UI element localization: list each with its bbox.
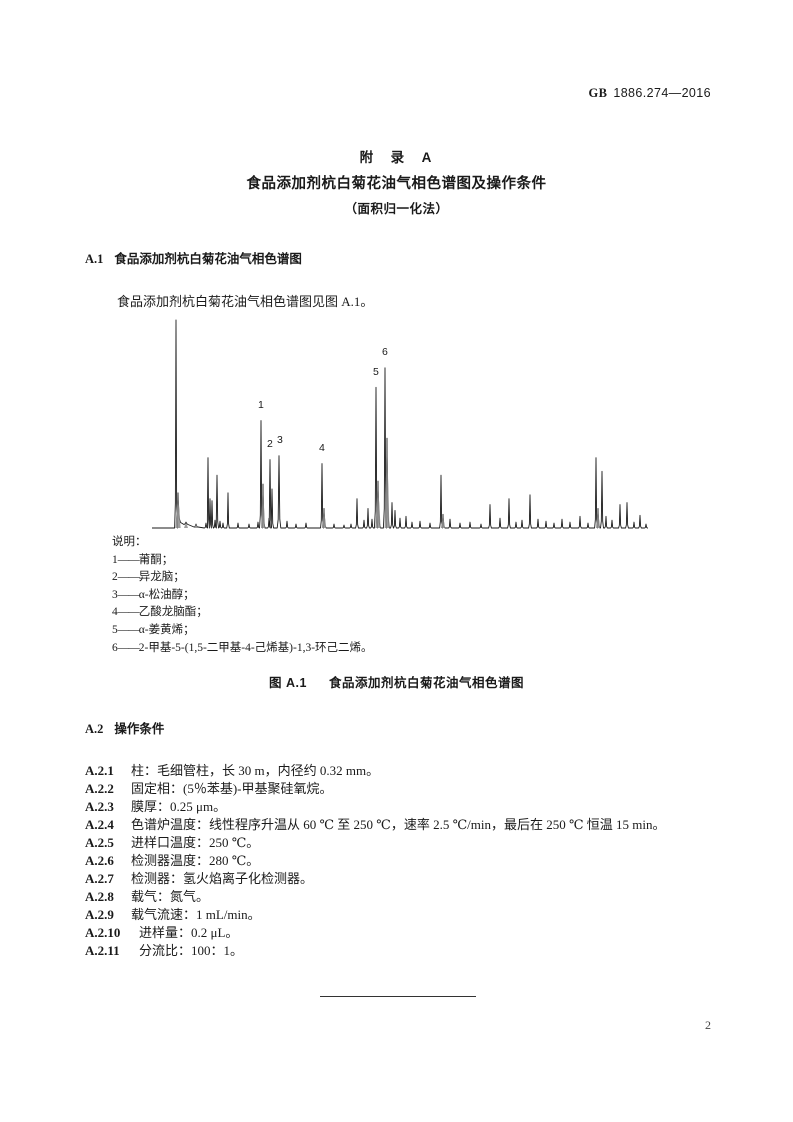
item-text: 膜厚：0.25 μm。 xyxy=(131,799,227,814)
annex-subtitle: 食品添加剂杭白菊花油气相色谱图及操作条件 xyxy=(246,176,547,192)
operating-condition-item: A.2.2 固定相：(5％苯基)-甲基聚硅氧烷。 xyxy=(85,778,333,797)
item-text: 色谱炉温度：线性程序升温从 60 ℃ 至 250 ℃，速率 2.5 ℃/min，… xyxy=(131,817,666,832)
item-index: A.2.4 xyxy=(85,817,114,832)
section-a1-paragraph: 食品添加剂杭白菊花油气相色谱图见图 A.1。 xyxy=(117,294,374,309)
figure-caption-text: 食品添加剂杭白菊花油气相色谱图 xyxy=(328,676,524,690)
legend-item: 1——莆酮； xyxy=(112,552,373,570)
legend-item-text: 异龙脑； xyxy=(138,571,185,584)
operating-condition-item: A.2.7 检测器：氢火焰离子化检测器。 xyxy=(85,868,313,887)
section-index-a2: A.2 xyxy=(85,722,104,736)
item-text: 分流比：100：1。 xyxy=(139,943,244,958)
item-text: 固定相：(5％苯基)-甲基聚硅氧烷。 xyxy=(131,781,333,796)
operating-condition-item: A.2.10 进样量：0.2 μL。 xyxy=(85,922,238,941)
standard-prefix: GB xyxy=(588,86,608,100)
figure-caption: 图 A.1 食品添加剂杭白菊花油气相色谱图 xyxy=(0,672,793,691)
legend-item-number: 2 xyxy=(112,571,118,584)
legend-title: 说明： xyxy=(112,536,147,548)
item-text: 柱：毛细管柱，长 30 m，内径约 0.32 mm。 xyxy=(131,763,380,778)
item-text: 载气流速：1 mL/min。 xyxy=(131,907,261,922)
chromatogram-trace xyxy=(152,319,648,529)
figure-legend: 说明： 1——莆酮； 2——异龙脑； 3——α-松油醇； 4——乙酸龙脑酯； 5… xyxy=(112,534,373,657)
peak-label-1: 1 xyxy=(258,398,264,411)
section-title-a1: 食品添加剂杭白菊花油气相色谱图 xyxy=(114,252,302,266)
legend-item-text: 莆酮； xyxy=(138,553,174,566)
legend-item: 4——乙酸龙脑酯； xyxy=(112,604,373,622)
section-index-a1: A.1 xyxy=(85,252,104,266)
annex-title: 附 录 A xyxy=(359,150,434,165)
figure-caption-index: 图 A.1 xyxy=(269,676,307,690)
item-index: A.2.6 xyxy=(85,853,114,868)
legend-item-text: α-姜黄烯； xyxy=(138,623,195,636)
legend-item-number: 5 xyxy=(112,623,118,636)
item-text: 进样量：0.2 μL。 xyxy=(139,925,239,940)
peak-label-6: 6 xyxy=(382,346,388,358)
chromatogram-plot xyxy=(152,319,648,529)
legend-item-number: 6 xyxy=(112,641,118,654)
peak-label-3: 3 xyxy=(277,433,283,446)
operating-condition-item: A.2.4 色谱炉温度：线性程序升温从 60 ℃ 至 250 ℃，速率 2.5 ℃… xyxy=(85,814,665,833)
peak-label-5: 5 xyxy=(373,365,379,378)
annex-subtitle-method: （面积归一化法） xyxy=(344,202,449,216)
item-text: 检测器温度：280 ℃。 xyxy=(131,853,260,868)
item-index: A.2.11 xyxy=(85,943,120,958)
section-heading-a1: A.1 食品添加剂杭白菊花油气相色谱图 xyxy=(85,248,302,267)
legend-item-text: α-松油醇； xyxy=(138,588,195,601)
legend-dash: —— xyxy=(117,623,140,636)
item-index: A.2.9 xyxy=(85,907,114,922)
page-number: 2 xyxy=(705,1018,711,1032)
operating-condition-item: A.2.8 载气：氮气。 xyxy=(85,886,209,905)
legend-item-number: 1 xyxy=(112,553,118,566)
legend-dash: —— xyxy=(117,641,140,654)
legend-dash: —— xyxy=(117,571,140,584)
legend-dash: —— xyxy=(117,606,140,619)
item-text: 载气：氮气。 xyxy=(131,889,210,904)
legend-item-text: 2-甲基-5-(1,5-二甲基-4-己烯基)-1,3-环己二烯。 xyxy=(138,641,373,654)
operating-condition-item: A.2.1 柱：毛细管柱，长 30 m，内径约 0.32 mm。 xyxy=(85,760,379,779)
legend-item-number: 3 xyxy=(112,588,118,601)
legend-item-number: 4 xyxy=(112,606,118,619)
operating-condition-item: A.2.3 膜厚：0.25 μm。 xyxy=(85,796,226,815)
legend-item: 2——异龙脑； xyxy=(112,569,373,587)
peak-label-2: 2 xyxy=(267,437,273,450)
section-title-a2: 操作条件 xyxy=(114,722,165,736)
item-text: 进样口温度：250 ℃。 xyxy=(131,835,260,850)
item-index: A.2.10 xyxy=(85,925,121,940)
operating-condition-item: A.2.5 进样口温度：250 ℃。 xyxy=(85,832,259,851)
legend-item: 3——α-松油醇； xyxy=(112,587,373,605)
peak-label-4: 4 xyxy=(319,441,325,454)
running-header: GB 1886.274—2016 xyxy=(588,86,711,101)
legend-item: 5——α-姜黄烯； xyxy=(112,622,373,640)
item-index: A.2.2 xyxy=(85,781,114,796)
standard-number: 1886.274—2016 xyxy=(613,86,711,100)
item-index: A.2.8 xyxy=(85,889,114,904)
operating-condition-item: A.2.6 检测器温度：280 ℃。 xyxy=(85,850,259,869)
item-index: A.2.3 xyxy=(85,799,114,814)
legend-dash: —— xyxy=(117,588,140,601)
operating-condition-item: A.2.11 分流比：100：1。 xyxy=(85,940,243,959)
item-text: 检测器：氢火焰离子化检测器。 xyxy=(131,871,314,886)
item-index: A.2.1 xyxy=(85,763,114,778)
operating-condition-item: A.2.9 载气流速：1 mL/min。 xyxy=(85,904,261,923)
item-index: A.2.7 xyxy=(85,871,114,886)
chromatogram-figure: 1 2 3 4 5 6 xyxy=(150,300,650,540)
legend-item: 6——2-甲基-5-(1,5-二甲基-4-己烯基)-1,3-环己二烯。 xyxy=(112,640,373,658)
item-index: A.2.5 xyxy=(85,835,114,850)
legend-item-text: 乙酸龙脑酯； xyxy=(138,606,208,619)
section-heading-a2: A.2 操作条件 xyxy=(85,718,164,737)
footer-rule xyxy=(320,996,476,997)
legend-dash: —— xyxy=(117,553,140,566)
